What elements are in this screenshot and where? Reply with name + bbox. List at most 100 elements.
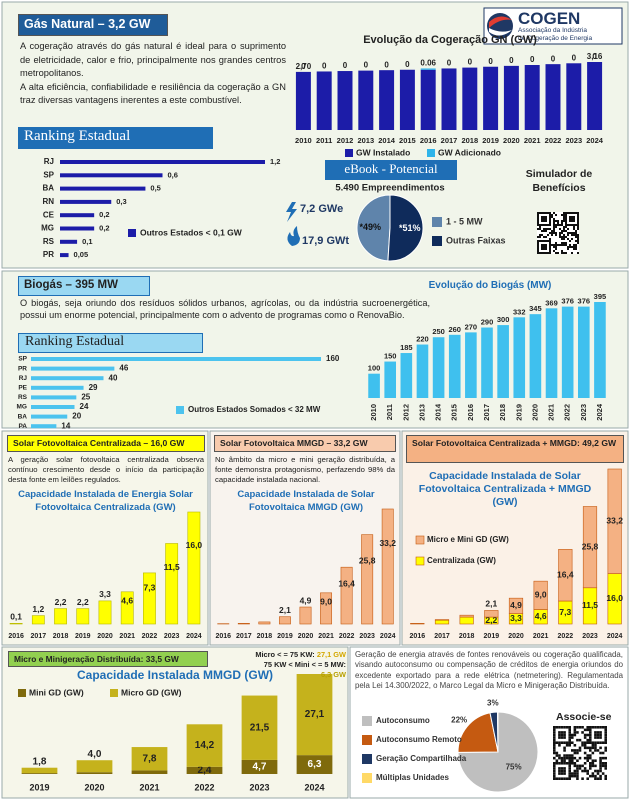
qr-module	[549, 216, 551, 218]
value-label: 332	[513, 307, 526, 316]
qr-module	[589, 746, 592, 750]
qr-module	[573, 733, 577, 737]
qr-module	[604, 728, 607, 732]
legend-marker	[362, 773, 372, 783]
qr-module	[563, 726, 566, 729]
qr-module	[571, 759, 574, 762]
qr-module	[549, 212, 551, 214]
x-tick-label: 2021	[547, 404, 556, 421]
qr-module	[553, 741, 556, 744]
join-link[interactable]: Associe-se	[556, 711, 612, 723]
bar	[241, 759, 278, 774]
x-tick-label: 2023	[565, 136, 582, 145]
qr-module	[567, 224, 569, 226]
category-label: RS	[43, 237, 55, 246]
bar	[607, 468, 622, 574]
value-label: 4,6	[121, 596, 133, 606]
qr-module	[594, 741, 597, 744]
note: Outros Estados Somados < 32 MW	[188, 405, 321, 414]
qr-module	[567, 248, 569, 250]
qr-module	[549, 246, 551, 248]
qr-module	[539, 240, 541, 242]
x-tick-label: 2024	[595, 403, 604, 421]
qr-module	[577, 242, 579, 244]
legend-label: Mini GD (GW)	[29, 687, 84, 697]
x-tick-label: 2018	[459, 633, 475, 640]
qr-module	[586, 756, 589, 760]
qr-module	[560, 726, 564, 729]
qr-module	[541, 252, 543, 254]
x-tick-label: 2016	[410, 633, 426, 640]
qr-module	[577, 220, 579, 222]
qr-module	[549, 248, 551, 250]
qr-module	[578, 749, 582, 752]
qr-module	[553, 250, 555, 252]
simulator-link[interactable]: Simulador de Benefícios	[525, 168, 593, 194]
qr-module	[547, 228, 549, 230]
x-tick-label: 2019	[29, 782, 49, 792]
qr-module	[594, 726, 597, 729]
qr-module	[537, 246, 539, 248]
qr-module	[563, 767, 566, 770]
qr-module	[557, 222, 559, 224]
value-label: 21,5	[250, 722, 270, 733]
value-label: 2,2	[77, 597, 89, 607]
qr-module	[599, 777, 602, 780]
qr-module	[565, 222, 567, 224]
qr-module	[541, 240, 543, 242]
bar	[529, 314, 542, 398]
qr-module	[558, 777, 561, 780]
qr-module	[558, 744, 561, 747]
qr-module	[575, 240, 577, 242]
qr-module	[568, 733, 571, 737]
qr-module	[576, 769, 579, 773]
qr-module	[568, 754, 571, 757]
qr-module	[591, 751, 595, 755]
qr-module	[573, 749, 577, 752]
qr-module	[577, 218, 579, 220]
legend-marker	[345, 149, 353, 157]
legend-label: Múltiplas Unidades	[376, 773, 449, 782]
qr-module	[569, 216, 571, 218]
qr-module	[591, 762, 595, 765]
qr-module	[577, 214, 579, 216]
qr-module	[543, 216, 545, 218]
bar	[31, 405, 75, 409]
bar	[434, 619, 450, 621]
qr-module	[573, 220, 575, 222]
qr-module	[575, 244, 577, 246]
bar	[9, 622, 23, 625]
qr-module	[573, 726, 577, 729]
qr-module	[573, 218, 575, 220]
qr-module	[571, 741, 574, 744]
logo-tagline-line: de Cogeração de Energia	[518, 34, 593, 42]
qr-module	[596, 741, 600, 744]
paragraph: No âmbito da micro e mini geração distri…	[215, 455, 395, 484]
bar	[31, 615, 45, 625]
qr-module	[594, 777, 597, 780]
qr-module	[591, 741, 595, 744]
qr-module	[563, 731, 566, 734]
section-title: Biogás – 395 MW	[18, 276, 150, 296]
qr-module	[541, 246, 543, 248]
qr-module	[571, 736, 574, 739]
qr-module	[553, 738, 556, 742]
qr-module	[553, 767, 556, 770]
qr-module	[573, 751, 577, 755]
value-label: 369	[545, 298, 558, 307]
qr-module	[563, 777, 566, 780]
bar	[483, 66, 499, 130]
x-tick-label: 2020	[298, 633, 314, 640]
qr-module	[558, 741, 561, 744]
x-tick-label: 2010	[295, 136, 312, 145]
qr-module	[563, 733, 566, 737]
qr-module	[576, 759, 579, 762]
qr-module	[547, 234, 549, 236]
qr-module	[553, 764, 556, 768]
qr-module	[571, 252, 573, 254]
bar	[582, 506, 598, 589]
qr-module	[547, 252, 549, 254]
qr-module	[596, 731, 600, 734]
qr-module	[586, 754, 589, 757]
qr-module	[563, 242, 565, 244]
